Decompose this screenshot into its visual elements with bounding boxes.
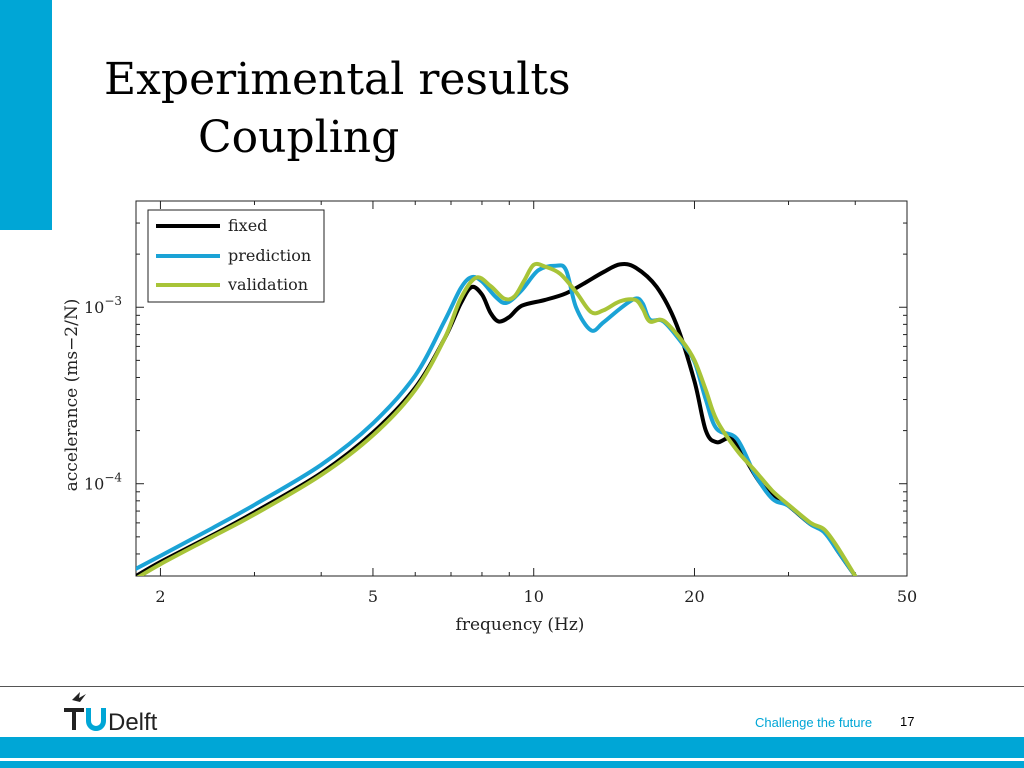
footer-band-lower — [0, 761, 1024, 768]
x-tick-label: 5 — [368, 587, 378, 606]
series-line-validation — [136, 261, 858, 576]
legend-label-prediction: prediction — [228, 246, 311, 265]
y-axis-label: accelerance (ms−2/N) — [62, 299, 82, 492]
series-line-prediction — [136, 263, 858, 576]
series-layer — [136, 261, 858, 576]
x-tick-label: 50 — [897, 587, 917, 606]
legend-label-fixed: fixed — [228, 216, 267, 235]
svg-text:Delft: Delft — [108, 709, 158, 736]
footer-divider — [0, 686, 1024, 687]
tu-delft-logo: Delft — [64, 692, 158, 736]
x-axis-label: frequency (Hz) — [456, 615, 585, 635]
slide-title: Experimental results — [104, 54, 571, 105]
y-tick-label: 10−4 — [84, 471, 122, 494]
legend-label-validation: validation — [227, 275, 308, 294]
footer-band — [0, 737, 1024, 758]
y-tick-label: 10−3 — [84, 294, 122, 317]
x-tick-label: 10 — [524, 587, 544, 606]
accent-bar — [0, 0, 52, 230]
tick-marks — [136, 200, 908, 577]
legend: fixed prediction validation — [147, 209, 325, 303]
accelerance-chart: 2 5 10 20 50 10−4 10−3 frequency (Hz) accelera… — [62, 200, 917, 635]
x-tick-label: 2 — [155, 587, 165, 606]
slide-subtitle: Coupling — [198, 112, 400, 163]
footer-tagline: Challenge the future — [755, 715, 873, 730]
page-number: 17 — [900, 714, 915, 729]
x-tick-label: 20 — [684, 587, 704, 606]
